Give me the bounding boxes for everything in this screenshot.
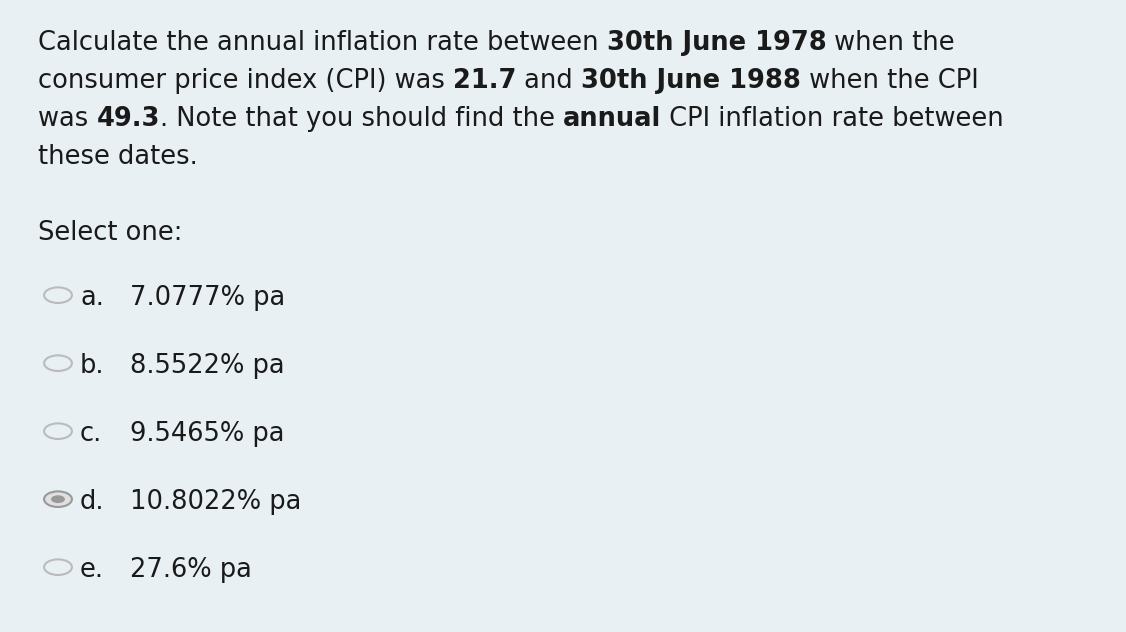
- Text: 21.7: 21.7: [453, 68, 517, 94]
- Text: 30th June 1988: 30th June 1988: [581, 68, 801, 94]
- Text: 30th June 1978: 30th June 1978: [607, 30, 826, 56]
- Text: 8.5522% pa: 8.5522% pa: [129, 353, 285, 379]
- Text: a.: a.: [80, 285, 104, 311]
- Text: 7.0777% pa: 7.0777% pa: [129, 285, 285, 311]
- Text: e.: e.: [80, 557, 104, 583]
- Text: b.: b.: [80, 353, 105, 379]
- Text: CPI inflation rate between: CPI inflation rate between: [661, 106, 1004, 132]
- Text: Calculate the annual inflation rate between: Calculate the annual inflation rate betw…: [38, 30, 607, 56]
- Text: 9.5465% pa: 9.5465% pa: [129, 421, 285, 447]
- Text: 10.8022% pa: 10.8022% pa: [129, 489, 302, 515]
- Text: these dates.: these dates.: [38, 144, 198, 170]
- Text: . Note that you should find the: . Note that you should find the: [160, 106, 563, 132]
- Text: consumer price index (CPI) was: consumer price index (CPI) was: [38, 68, 453, 94]
- Text: when the: when the: [826, 30, 955, 56]
- Text: when the CPI: when the CPI: [801, 68, 978, 94]
- Text: annual: annual: [563, 106, 661, 132]
- Text: and: and: [517, 68, 581, 94]
- Text: 27.6% pa: 27.6% pa: [129, 557, 252, 583]
- Text: d.: d.: [80, 489, 105, 515]
- Text: c.: c.: [80, 421, 102, 447]
- Text: was: was: [38, 106, 97, 132]
- Text: 49.3: 49.3: [97, 106, 160, 132]
- Text: Select one:: Select one:: [38, 220, 182, 246]
